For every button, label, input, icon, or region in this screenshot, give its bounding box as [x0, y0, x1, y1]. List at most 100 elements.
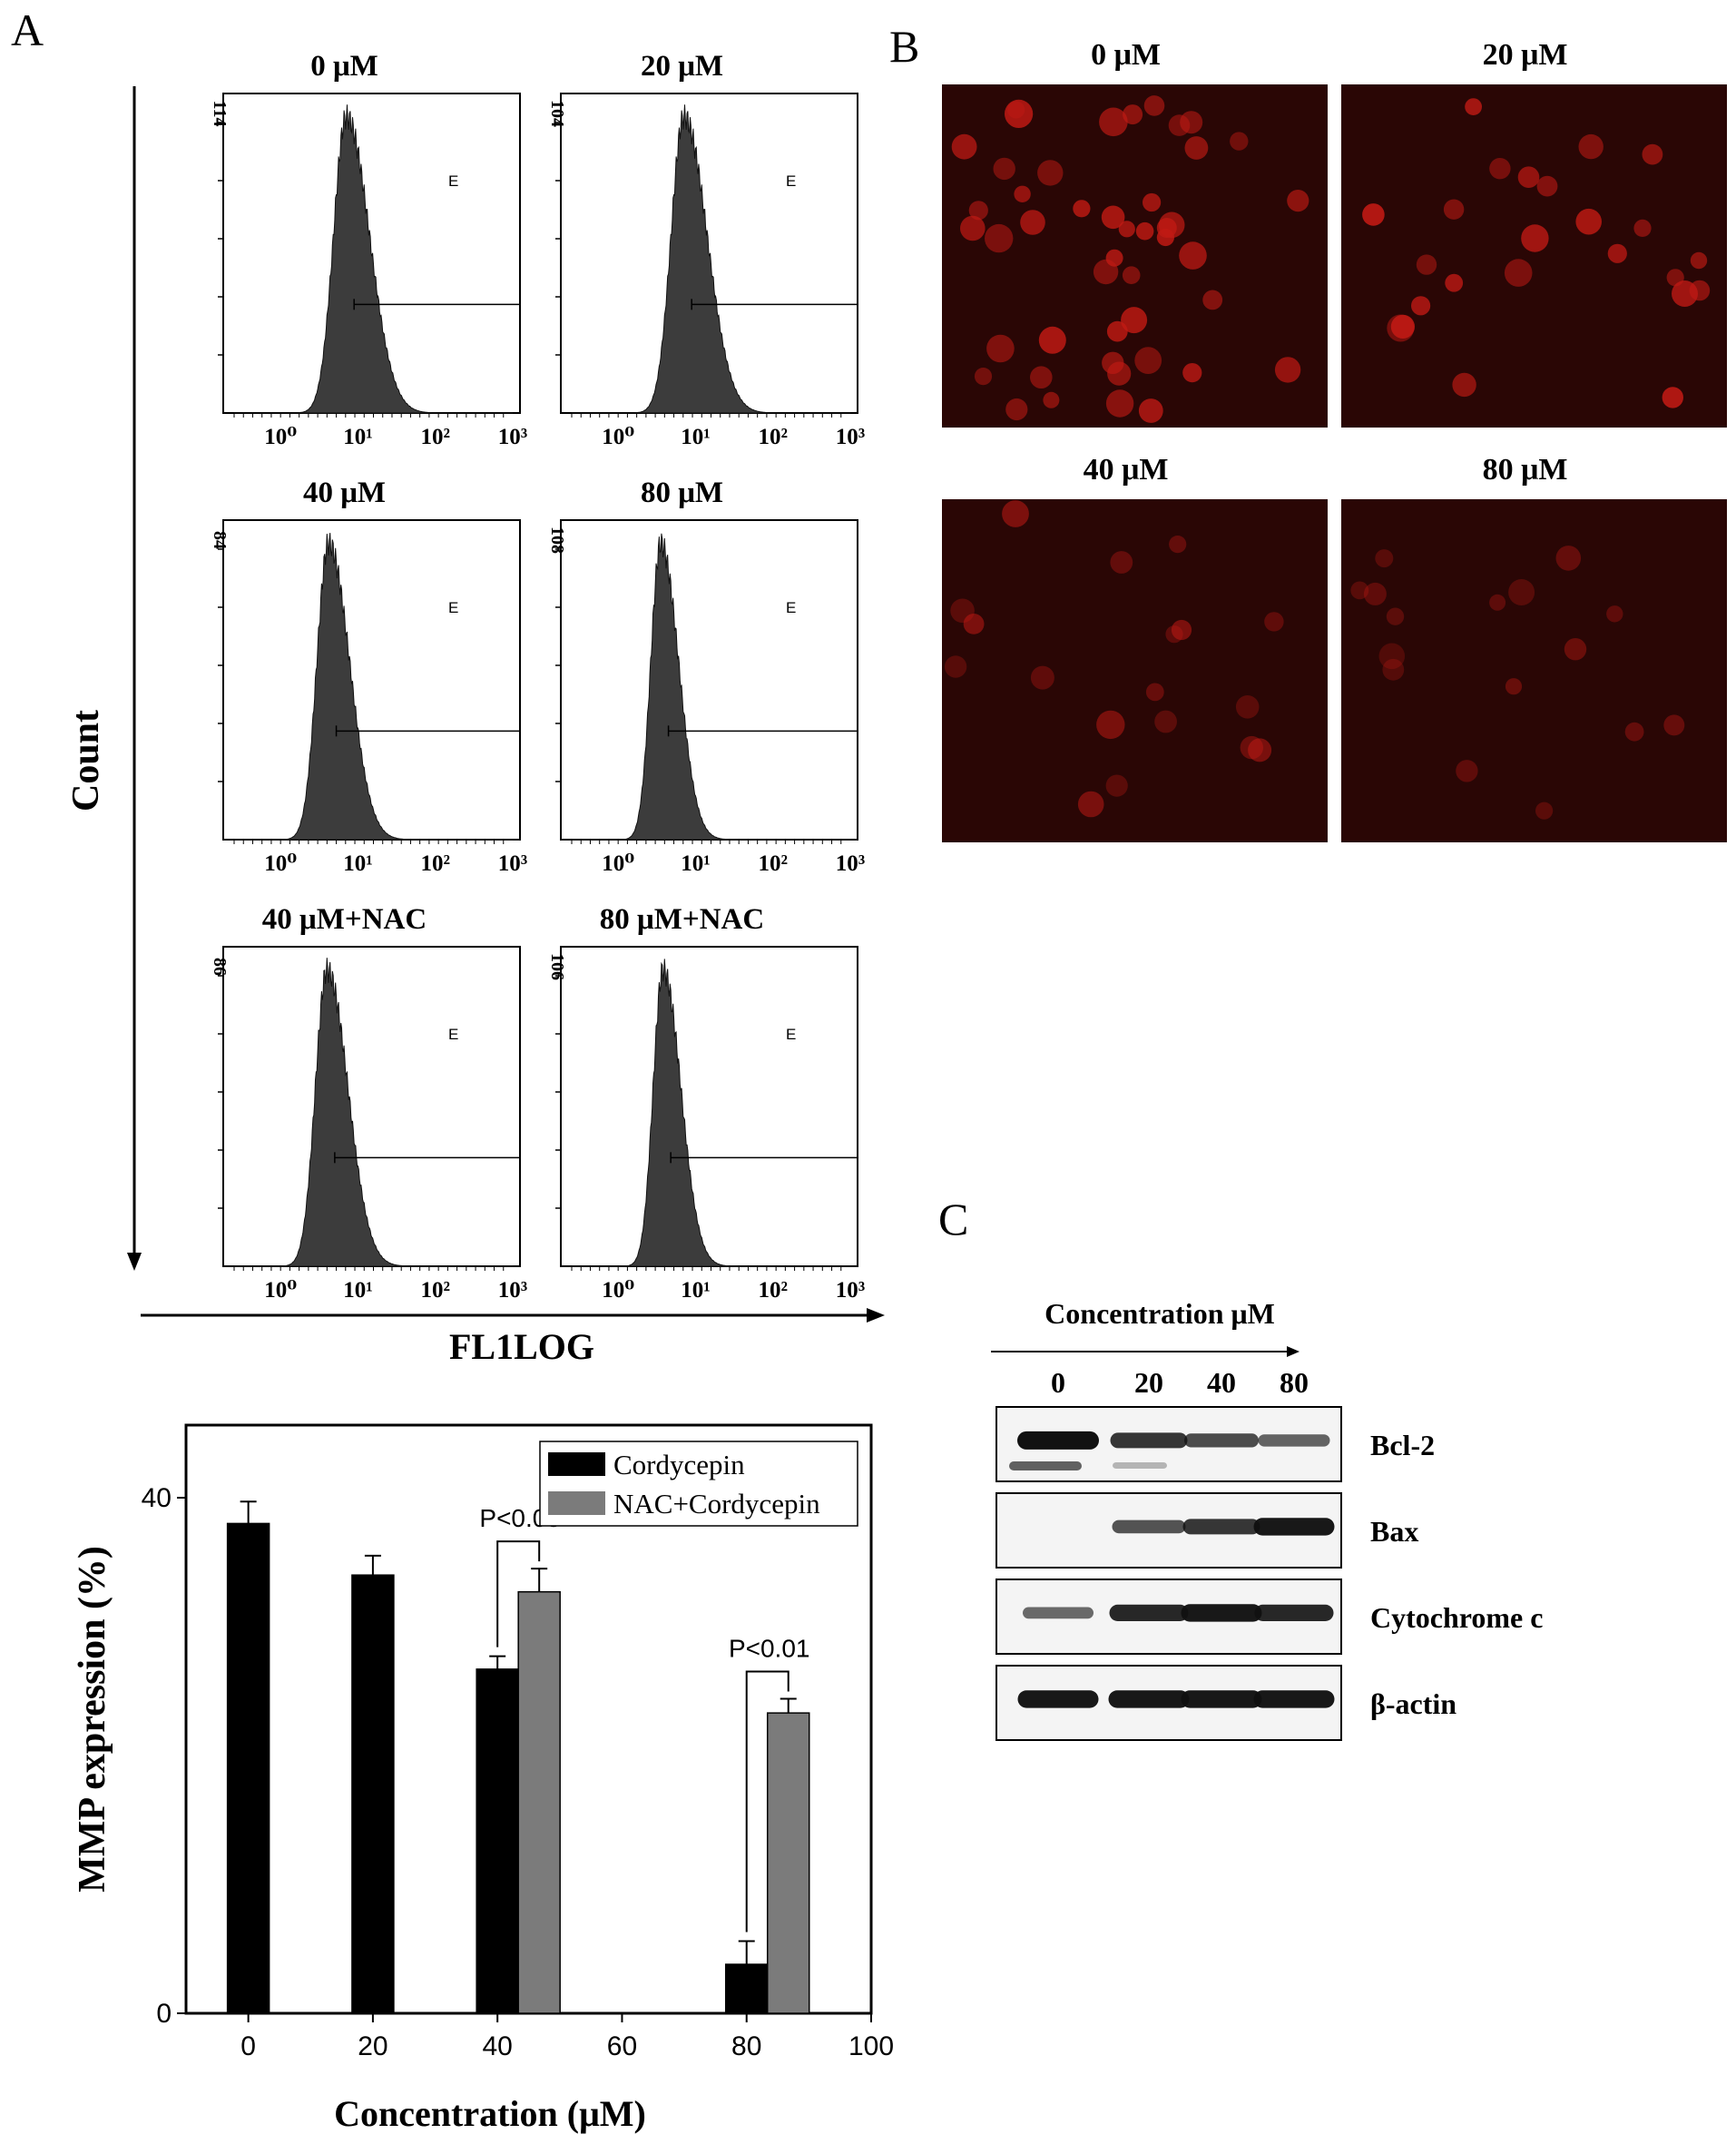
flow-plot-title: 0 μM	[310, 50, 378, 83]
cell-spot	[1624, 722, 1644, 742]
micrograph-label: 20 μM	[1483, 38, 1568, 72]
blot-band	[1112, 1519, 1186, 1534]
legend-label-nac-cordycepin: NAC+Cordycepin	[613, 1488, 820, 1519]
flow-tick-label: 10¹	[681, 425, 711, 449]
cell-spot	[1143, 95, 1165, 116]
blot-band	[1253, 1690, 1335, 1708]
flow-cytometry-panel: Count FL1LOG 0 μM 114 E 10⁰ 10¹ 10² 10³ 20 μM 10…	[65, 50, 885, 1367]
bar-cordycepin-40	[476, 1668, 519, 2014]
cell-spot	[1168, 114, 1191, 136]
cell-spot	[1179, 241, 1207, 270]
cell-spot	[1489, 594, 1506, 611]
flow-ymax-label: 84	[210, 531, 230, 549]
flow-tick-label: 10¹	[343, 851, 373, 876]
flow-gate-label: E	[786, 1026, 796, 1043]
flow-tick-label: 10³	[836, 1278, 866, 1303]
flow-gate-label: E	[786, 599, 796, 616]
flow-histogram-fill	[234, 104, 513, 414]
significance-bracket	[745, 1670, 790, 1933]
flow-ymax-label: 104	[547, 100, 567, 127]
flow-gate-label: E	[448, 172, 458, 190]
flow-tick-label: 10¹	[343, 425, 373, 449]
flow-tick-label: 10³	[836, 425, 866, 449]
cell-spot	[1362, 203, 1385, 226]
cell-spot	[1005, 398, 1028, 421]
flow-ymax-label: 114	[210, 101, 230, 127]
blot-band	[1110, 1432, 1188, 1449]
cell-spot	[1121, 307, 1148, 334]
flow-plot-title: 40 μM+NAC	[262, 903, 427, 936]
flow-tick-label: 10¹	[681, 851, 711, 876]
cell-spot	[1077, 791, 1104, 818]
flow-histogram-fill	[234, 958, 513, 1267]
cell-spot	[1184, 136, 1209, 160]
blot-band	[1017, 1431, 1099, 1450]
cell-spot	[1443, 199, 1465, 220]
wb-lane-label: 40	[1207, 1366, 1236, 1399]
cell-spot	[1535, 802, 1554, 820]
cell-spot	[1202, 290, 1223, 310]
cell-spot	[1378, 643, 1406, 670]
flow-tick-label: 10³	[498, 851, 528, 876]
cell-spot	[960, 215, 986, 241]
blot-label: Cytochrome c	[1370, 1601, 1543, 1634]
blot-band	[1253, 1518, 1335, 1536]
micrograph-image	[942, 499, 1328, 842]
blot-label: Bax	[1370, 1515, 1418, 1548]
flow-tick-label: 10²	[758, 1278, 788, 1303]
flow-x-axis-label: FL1LOG	[449, 1326, 594, 1367]
cell-spot	[985, 223, 1014, 253]
bar-cordycepin-20	[351, 1574, 395, 2014]
flow-histogram-fill	[572, 104, 850, 414]
cell-spot	[1135, 221, 1154, 241]
cell-spot	[1171, 619, 1192, 641]
cell-spot	[1690, 251, 1708, 270]
flow-y-axis-label: Count	[65, 710, 107, 811]
cell-spot	[1642, 143, 1663, 165]
micrograph-image	[1341, 499, 1727, 842]
cell-spot	[1235, 695, 1260, 719]
cell-spot	[1452, 372, 1476, 398]
cell-spot	[1002, 500, 1029, 527]
flow-tick-label: 10⁰	[264, 1278, 297, 1303]
cell-spot	[1350, 581, 1369, 600]
cell-spot	[1578, 133, 1604, 160]
chart-y-axis-label: MMP expression (%)	[72, 1546, 113, 1893]
flow-histogram-6: 80 μM+NAC 106 E 10⁰ 10¹ 10² 10³	[547, 903, 865, 1303]
blot-cytochrome-c: Cytochrome c	[996, 1578, 1543, 1655]
flow-ymax-label: 86	[210, 958, 230, 976]
chart-legend: Cordycepin NAC+Cordycepin	[539, 1441, 858, 1527]
cell-spot	[1122, 266, 1141, 285]
cell-spot	[1633, 219, 1652, 237]
panel-letter-c: C	[938, 1194, 968, 1244]
flow-histogram-fill	[572, 533, 850, 841]
flow-plot-frame	[222, 519, 521, 841]
cell-spot	[1154, 710, 1177, 733]
cell-spot	[1456, 760, 1478, 782]
panel-letter-a: A	[11, 5, 44, 55]
blot-band	[1113, 1462, 1167, 1469]
cell-spot	[1043, 391, 1060, 408]
cell-spot	[1465, 98, 1482, 115]
blot-bax: Bax	[996, 1492, 1418, 1569]
cell-spot	[1564, 638, 1587, 661]
cell-spot	[1536, 175, 1558, 197]
bar-cordycepin-80	[724, 1963, 769, 2014]
cell-spot	[1005, 99, 1034, 128]
micrograph-image	[1341, 84, 1727, 428]
cell-spot	[1663, 714, 1685, 736]
flow-histogram-4: 80 μM 108 E 10⁰ 10¹ 10² 10³	[547, 477, 865, 876]
blot-band	[1109, 1604, 1189, 1621]
wb-lane-label: 0	[1051, 1366, 1065, 1399]
cell-spot	[1264, 612, 1284, 632]
cell-spot	[1073, 200, 1091, 218]
cell-spot	[1037, 160, 1064, 186]
cell-spot	[1606, 605, 1623, 623]
cell-spot	[1489, 158, 1511, 180]
significance-label: P<0.01	[729, 1635, 810, 1663]
flow-ymax-label: 108	[547, 526, 567, 554]
blot-label: β-actin	[1370, 1687, 1456, 1720]
wb-lane-label: 80	[1280, 1366, 1309, 1399]
flow-histogram-3: 40 μM 84 E 10⁰ 10¹ 10² 10³	[210, 477, 527, 876]
